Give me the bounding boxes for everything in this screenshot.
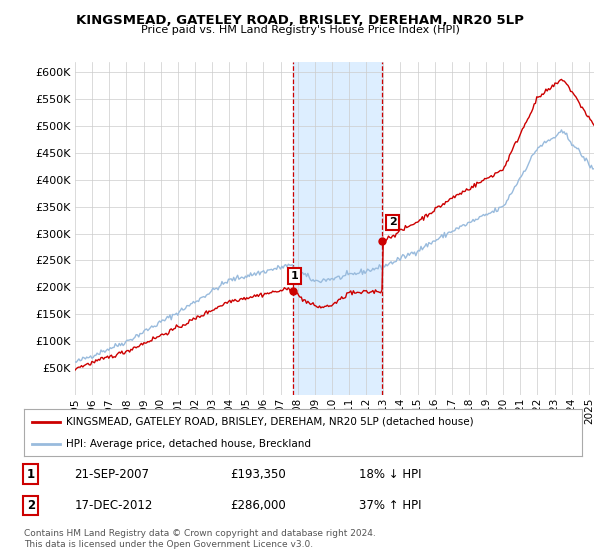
Text: 18% ↓ HPI: 18% ↓ HPI (359, 468, 421, 480)
Text: HPI: Average price, detached house, Breckland: HPI: Average price, detached house, Brec… (66, 438, 311, 449)
Text: Contains HM Land Registry data © Crown copyright and database right 2024.
This d: Contains HM Land Registry data © Crown c… (24, 529, 376, 549)
Text: 37% ↑ HPI: 37% ↑ HPI (359, 499, 421, 512)
Bar (293, 62, 382, 395)
Text: 21-SEP-2007: 21-SEP-2007 (74, 468, 149, 480)
Text: 1: 1 (291, 271, 298, 281)
Text: KINGSMEAD, GATELEY ROAD, BRISLEY, DEREHAM, NR20 5LP (detached house): KINGSMEAD, GATELEY ROAD, BRISLEY, DEREHA… (66, 417, 473, 427)
Text: 2: 2 (26, 499, 35, 512)
Text: 17-DEC-2012: 17-DEC-2012 (74, 499, 152, 512)
Text: £193,350: £193,350 (230, 468, 286, 480)
Text: KINGSMEAD, GATELEY ROAD, BRISLEY, DEREHAM, NR20 5LP: KINGSMEAD, GATELEY ROAD, BRISLEY, DEREHA… (76, 14, 524, 27)
Text: Price paid vs. HM Land Registry's House Price Index (HPI): Price paid vs. HM Land Registry's House … (140, 25, 460, 35)
Text: 2: 2 (389, 217, 397, 227)
Text: 1: 1 (26, 468, 35, 480)
Text: £286,000: £286,000 (230, 499, 286, 512)
